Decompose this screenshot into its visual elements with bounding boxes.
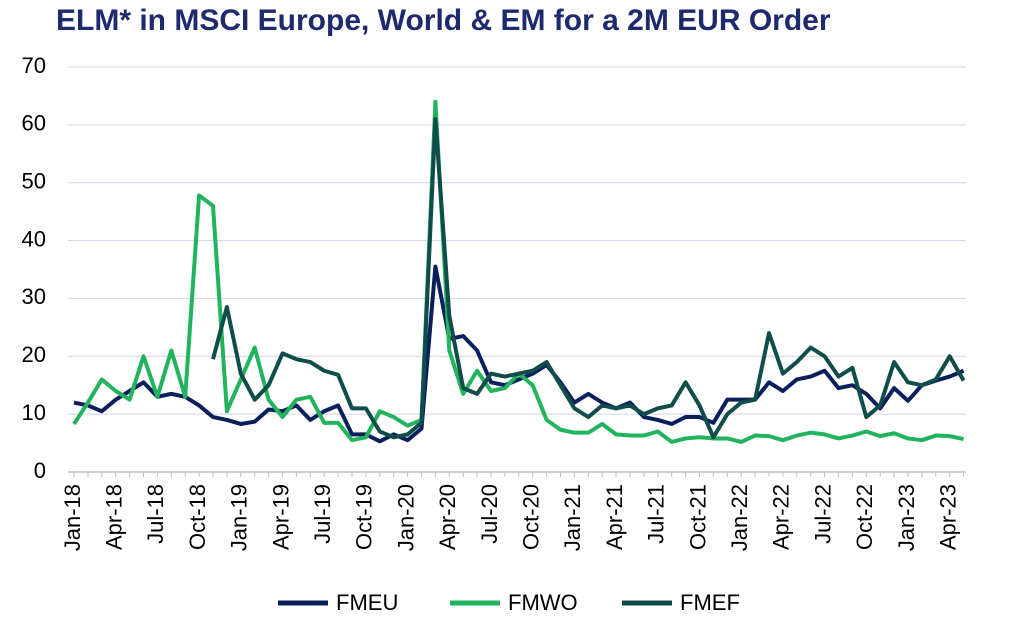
x-tick-label: Jul-21: [644, 484, 669, 544]
series-line: [211, 117, 966, 440]
y-tick-label: 50: [22, 169, 46, 194]
y-tick-label: 30: [22, 284, 46, 309]
x-tick-label: Jan-18: [60, 484, 85, 551]
x-tick-label: Jan-21: [560, 484, 585, 551]
legend-label: FMEU: [336, 590, 398, 615]
y-tick-label: 20: [22, 342, 46, 367]
y-tick-label: 10: [22, 400, 46, 425]
chart-title: ELM* in MSCI Europe, World & EM for a 2M…: [56, 4, 831, 37]
legend-label: FMEF: [680, 590, 740, 615]
y-tick-label: 60: [22, 111, 46, 136]
x-tick-label: Apr-18: [102, 484, 127, 550]
x-tick-label: Apr-21: [602, 484, 627, 550]
x-tick-label: Jan-20: [393, 484, 418, 551]
x-tick-label: Apr-20: [435, 484, 460, 550]
y-tick-label: 0: [34, 458, 46, 483]
x-tick-label: Jan-22: [727, 484, 752, 551]
x-tick-label: Jul-19: [310, 484, 335, 544]
series-line: [72, 99, 965, 444]
x-tick-label: Oct-20: [519, 484, 544, 550]
x-tick-label: Oct-19: [352, 484, 377, 550]
y-tick-label: 40: [22, 226, 46, 251]
legend-label: FMWO: [508, 590, 578, 615]
x-tick-label: Apr-23: [936, 484, 961, 550]
x-tick-label: Jan-19: [227, 484, 252, 551]
x-tick-label: Apr-22: [769, 484, 794, 550]
y-tick-label: 70: [22, 53, 46, 78]
x-tick-label: Jul-20: [477, 484, 502, 544]
x-tick-label: Jan-23: [894, 484, 919, 551]
x-tick-label: Oct-21: [685, 484, 710, 550]
x-tick-label: Oct-18: [185, 484, 210, 550]
x-tick-label: Jul-22: [810, 484, 835, 544]
x-tick-label: Apr-19: [268, 484, 293, 550]
x-tick-label: Jul-18: [143, 484, 168, 544]
series-line: [73, 264, 965, 444]
x-tick-label: Oct-22: [852, 484, 877, 550]
